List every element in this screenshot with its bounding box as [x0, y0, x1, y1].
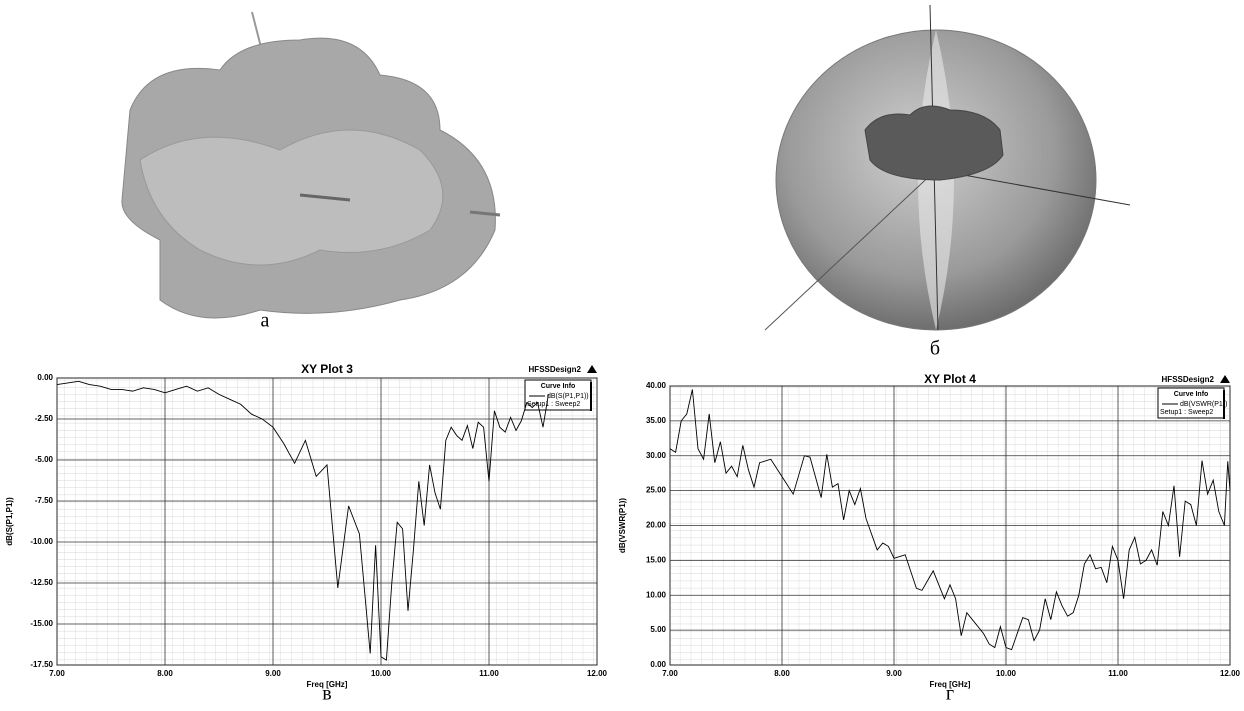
x-axis-label: Freq [GHz] [930, 680, 971, 689]
legend-box [524, 379, 592, 411]
x-tick-label: 11.00 [1108, 669, 1128, 678]
chart-title: XY Plot 4 [924, 372, 976, 386]
x-tick-label: 7.00 [662, 669, 678, 678]
x-axis-label: Freq [GHz] [307, 680, 348, 689]
x-tick-label: 12.00 [587, 669, 608, 678]
y-tick-label: 35.00 [646, 416, 667, 425]
minor-grid [57, 378, 597, 665]
y-tick-label: 0.00 [650, 660, 666, 669]
y-tick-label: 25.00 [646, 486, 667, 495]
logo [1220, 375, 1230, 383]
legend-title: Curve Info [541, 383, 576, 390]
caption: г [946, 683, 954, 705]
y-tick-label: -7.50 [35, 496, 54, 505]
legend-subtitle: Setup1 : Sweep2 [527, 401, 580, 408]
x-tick-label: 8.00 [157, 669, 173, 678]
chart-title: XY Plot 3 [301, 362, 353, 376]
antenna-3d [121, 11, 501, 319]
y-axis-label: dB(VSWR(P1)) [618, 498, 627, 553]
legend-title: Curve Info [1174, 391, 1209, 398]
data-line [56, 380, 549, 661]
logo [587, 365, 597, 373]
y-tick-label: 10.00 [646, 590, 667, 599]
x-tick-label: 12.00 [1220, 669, 1241, 678]
y-tick-label: 15.00 [646, 555, 667, 564]
y-tick-label: -17.50 [30, 660, 53, 669]
data-line [669, 389, 1231, 651]
legend-box [1157, 387, 1225, 419]
design-name: HFSSDesign2 [1162, 375, 1215, 384]
y-tick-label: -5.00 [35, 455, 54, 464]
x-tick-label: 9.00 [265, 669, 281, 678]
y-tick-label: 40.00 [646, 381, 667, 390]
x-tick-label: 10.00 [996, 669, 1017, 678]
x-tick-label: 11.00 [479, 669, 499, 678]
x-tick-label: 7.00 [49, 669, 65, 678]
y-tick-label: -12.50 [30, 578, 53, 587]
y-tick-label: 30.00 [646, 451, 667, 460]
caption: б [930, 338, 940, 360]
y-tick-label: 5.00 [650, 625, 666, 634]
legend-label: dB(S(P1,P1)) [547, 393, 589, 400]
y-axis-label: dB(S(P1,P1)) [5, 497, 14, 546]
radiation-pattern-3d [764, 4, 1131, 331]
x-tick-label: 8.00 [774, 669, 790, 678]
legend-label: dB(VSWR(P1)) [1180, 401, 1227, 408]
x-tick-label: 10.00 [371, 669, 392, 678]
y-tick-label: -2.50 [35, 414, 54, 423]
caption: а [261, 310, 270, 332]
caption: в [322, 683, 331, 705]
x-tick-label: 9.00 [886, 669, 902, 678]
y-tick-label: 20.00 [646, 521, 667, 530]
y-tick-label: 0.00 [37, 373, 53, 382]
legend-subtitle: Setup1 : Sweep2 [1160, 409, 1213, 416]
y-tick-label: -10.00 [30, 537, 53, 546]
y-tick-label: -15.00 [30, 619, 53, 628]
design-name: HFSSDesign2 [529, 365, 582, 374]
